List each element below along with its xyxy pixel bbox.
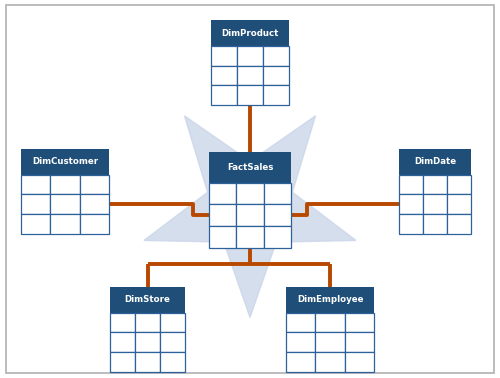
Bar (263, 85, 289, 105)
Bar (344, 313, 374, 332)
Bar (22, 175, 50, 194)
Bar (160, 332, 185, 352)
Text: DimDate: DimDate (414, 157, 456, 166)
Bar (264, 183, 291, 204)
Bar (160, 352, 185, 372)
Bar (263, 46, 289, 66)
Bar (264, 226, 291, 248)
Bar (80, 175, 109, 194)
Bar (211, 20, 289, 46)
Bar (316, 332, 344, 352)
Bar (135, 352, 160, 372)
Bar (110, 352, 135, 372)
Bar (316, 352, 344, 372)
Bar (447, 175, 471, 194)
Bar (22, 214, 50, 234)
Bar (399, 175, 423, 194)
Bar (50, 194, 80, 214)
Bar (110, 287, 185, 313)
Bar (209, 204, 236, 226)
Bar (110, 332, 135, 352)
Polygon shape (144, 116, 356, 318)
Bar (286, 352, 316, 372)
Bar (263, 66, 289, 85)
Text: DimCustomer: DimCustomer (32, 157, 98, 166)
Bar (447, 214, 471, 234)
Bar (237, 46, 263, 66)
Bar (236, 204, 264, 226)
Bar (22, 194, 50, 214)
Bar (423, 175, 447, 194)
Bar (399, 149, 471, 175)
Bar (135, 313, 160, 332)
Bar (344, 332, 374, 352)
Bar (423, 194, 447, 214)
Bar (316, 313, 344, 332)
Bar (399, 194, 423, 214)
Bar (286, 313, 316, 332)
Bar (286, 332, 316, 352)
Bar (211, 85, 237, 105)
Bar (236, 183, 264, 204)
Bar (264, 204, 291, 226)
Bar (22, 149, 109, 175)
Bar (80, 214, 109, 234)
Bar (110, 313, 135, 332)
Bar (286, 287, 374, 313)
Bar (209, 226, 236, 248)
Text: DimProduct: DimProduct (222, 29, 278, 38)
Bar (237, 85, 263, 105)
Bar (399, 214, 423, 234)
Text: DimEmployee: DimEmployee (297, 295, 363, 304)
Bar (135, 332, 160, 352)
Text: FactSales: FactSales (227, 163, 273, 172)
Bar (344, 352, 374, 372)
Bar (80, 194, 109, 214)
Bar (423, 214, 447, 234)
Bar (211, 66, 237, 85)
Bar (237, 66, 263, 85)
Bar (447, 194, 471, 214)
Bar (50, 214, 80, 234)
Bar (209, 152, 291, 183)
Bar (160, 313, 185, 332)
Bar (236, 226, 264, 248)
Text: DimStore: DimStore (124, 295, 170, 304)
Bar (50, 175, 80, 194)
Bar (211, 46, 237, 66)
Bar (209, 183, 236, 204)
